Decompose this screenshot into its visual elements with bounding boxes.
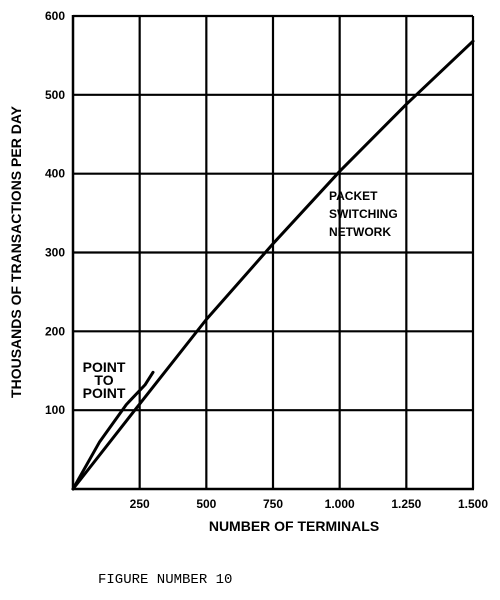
series-line-0	[71, 39, 475, 491]
x-tick-label: 250	[130, 497, 150, 511]
y-tick-labels: 100 200 300 400 500 600	[45, 9, 65, 417]
x-tick-label: 750	[263, 497, 283, 511]
svg-text:TO: TO	[94, 372, 113, 388]
x-tick-label: 1.000	[325, 497, 355, 511]
y-tick-label: 100	[45, 403, 65, 417]
y-tick-label: 600	[45, 9, 65, 23]
annotation-packet-switching: PACKET SWITCHING NETWORK	[329, 189, 398, 239]
x-tick-label: 1.500	[458, 497, 488, 511]
y-tick-label: 300	[45, 246, 65, 260]
x-tick-label: 1.250	[391, 497, 421, 511]
svg-text:PACKET: PACKET	[329, 189, 378, 203]
svg-text:POINT: POINT	[83, 359, 126, 375]
series-line-1	[71, 370, 155, 491]
annotation-point-to-point: POINT TO POINT	[83, 359, 126, 401]
y-tick-label: 200	[45, 324, 65, 338]
grid-lines	[73, 14, 475, 489]
svg-text:POINT: POINT	[83, 385, 126, 401]
x-tick-label: 500	[196, 497, 216, 511]
x-tick-labels: 250 500 750 1.000 1.250 1.500	[130, 497, 489, 511]
figure-caption: FIGURE NUMBER 10	[98, 572, 232, 588]
svg-text:NETWORK: NETWORK	[329, 225, 391, 239]
y-tick-label: 500	[45, 88, 65, 102]
y-tick-label: 400	[45, 167, 65, 181]
x-axis-title: NUMBER OF TERMINALS	[209, 518, 379, 534]
svg-text:SWITCHING: SWITCHING	[329, 207, 398, 221]
y-axis-title: THOUSANDS OF TRANSACTIONS PER DAY	[8, 105, 24, 398]
series-layer	[71, 39, 475, 491]
axes	[71, 15, 474, 491]
